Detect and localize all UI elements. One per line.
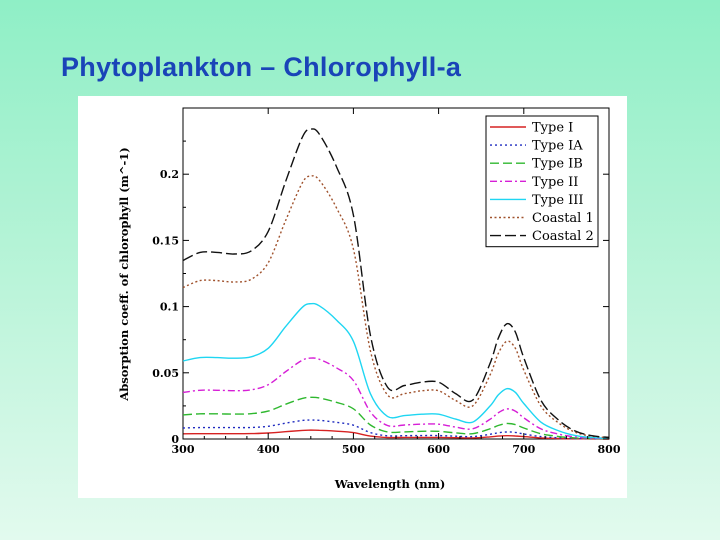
legend-label: Type II: [532, 175, 578, 190]
legend-label: Type III: [532, 193, 584, 208]
series-line-type-ib: [182, 396, 610, 440]
x-tick-label: 500: [342, 443, 365, 456]
y-tick-label: 0.1: [160, 301, 179, 314]
x-tick-label: 400: [257, 443, 280, 456]
series-line-coastal-1: [182, 175, 610, 439]
legend-box: [485, 115, 599, 248]
legend-label: Coastal 1: [532, 211, 594, 226]
legend-label: Type IB: [532, 157, 583, 172]
x-tick-label: 700: [512, 443, 535, 456]
legend-label: Type I: [532, 121, 573, 136]
x-tick-label: 300: [172, 443, 195, 456]
x-tick-label: 600: [427, 443, 450, 456]
y-axis-title: Absorption coeff. of chlorophyll (m^-1): [117, 147, 131, 401]
legend-label: Type IA: [532, 139, 583, 154]
slide-title: Phytoplankton – Chlorophyll-a: [61, 52, 462, 82]
legend-label: Coastal 2: [532, 229, 594, 244]
y-tick-label: 0.05: [152, 367, 179, 380]
series-line-type-iii: [182, 302, 610, 439]
series-line-type-i: [182, 429, 610, 440]
y-tick-label: 0: [171, 433, 179, 446]
y-tick-label: 0.15: [152, 234, 179, 247]
x-tick-label: 800: [598, 443, 621, 456]
x-axis-title: Wavelength (nm): [334, 477, 446, 491]
y-tick-label: 0.2: [160, 168, 179, 181]
series-line-coastal-2: [182, 128, 610, 439]
absorption-chart: 300 400 500 600 700 800 0 0.05 0.1 0.15 0.2 Type I…: [117, 107, 621, 491]
series-line-type-ii: [182, 357, 610, 440]
chart-figure: 300 400 500 600 700 800 0 0.05 0.1 0.15 0.2 Type I…: [78, 96, 627, 498]
series-line-type-ia: [182, 419, 610, 440]
